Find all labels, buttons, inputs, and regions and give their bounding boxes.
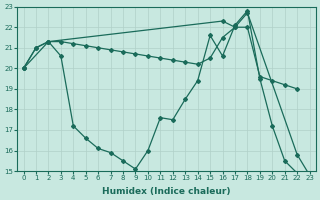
- X-axis label: Humidex (Indice chaleur): Humidex (Indice chaleur): [102, 187, 231, 196]
